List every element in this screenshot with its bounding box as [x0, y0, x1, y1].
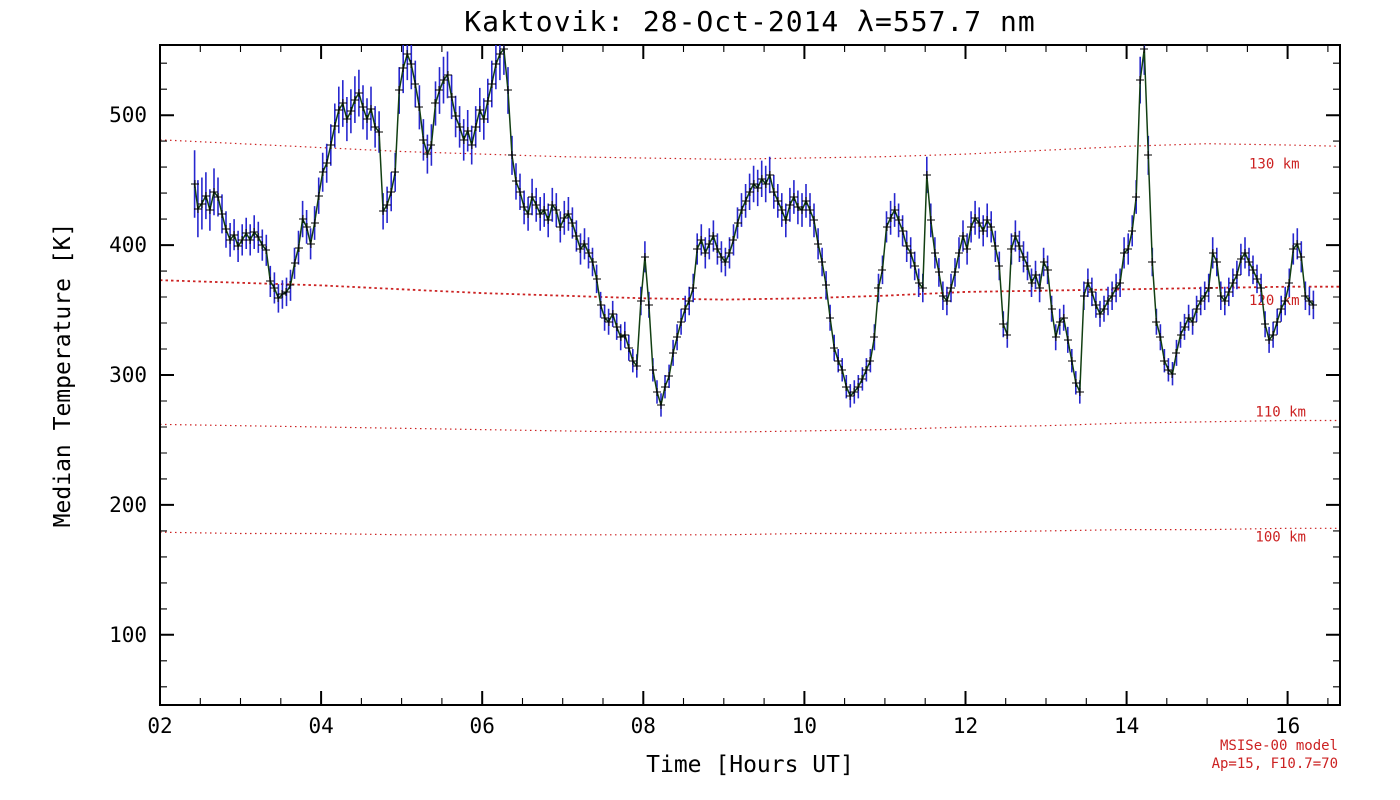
- plot-frame: [159, 44, 1341, 706]
- model-line-label: 100 km: [1255, 529, 1306, 545]
- x-tick-label: 02: [147, 714, 172, 738]
- model-line-path: [159, 419, 1340, 433]
- x-tick-label: 04: [308, 714, 333, 738]
- model-annotation-params: Ap=15, F10.7=70: [1212, 756, 1338, 772]
- model-line-path: [159, 527, 1340, 536]
- data-series: [191, 45, 1317, 417]
- data-markers: [191, 45, 1317, 409]
- x-tick-label: 06: [470, 714, 495, 738]
- model-line-110km: 110 km: [159, 405, 1340, 433]
- x-tick-label: 10: [792, 714, 817, 738]
- model-line-label: 110 km: [1255, 405, 1306, 421]
- major-ticks: [159, 45, 1340, 705]
- minor-ticks: [160, 45, 1340, 705]
- model-annotation-name: MSISe-00 model: [1220, 738, 1338, 754]
- model-line-path: [159, 139, 1341, 160]
- x-tick-label: 12: [953, 714, 978, 738]
- y-tick-label: 100: [109, 623, 147, 647]
- y-axis-title: Median Temperature [K]: [50, 223, 76, 528]
- plot-box: [159, 44, 1341, 706]
- axis-ticks: 02 04 06 08 10 12 14 16 100 200 300 400 500: [109, 45, 1340, 738]
- y-tick-label: 300: [109, 363, 147, 387]
- x-tick-label: 16: [1275, 714, 1300, 738]
- model-lines: 130 km 120 km 110 km 100 km: [159, 139, 1341, 545]
- y-tick-label: 400: [109, 233, 147, 257]
- plot-content: 130 km 120 km 110 km 100 km 02 04 06 08 10 12 14 16…: [109, 44, 1341, 738]
- chart-title: Kaktovik: 28-Oct-2014 λ=557.7 nm: [464, 5, 1035, 38]
- model-line-100km: 100 km: [159, 527, 1340, 545]
- model-line-label: 120 km: [1249, 293, 1300, 309]
- model-line-path: [159, 279, 1340, 301]
- model-line-120km: 120 km: [159, 279, 1340, 309]
- model-line-130km: 130 km: [159, 139, 1341, 172]
- x-tick-label: 14: [1114, 714, 1139, 738]
- x-axis-title: Time [Hours UT]: [646, 752, 854, 778]
- model-line-label: 130 km: [1249, 156, 1300, 172]
- y-tick-label: 500: [109, 103, 147, 127]
- y-tick-label: 200: [109, 493, 147, 517]
- x-tick-label: 08: [631, 714, 656, 738]
